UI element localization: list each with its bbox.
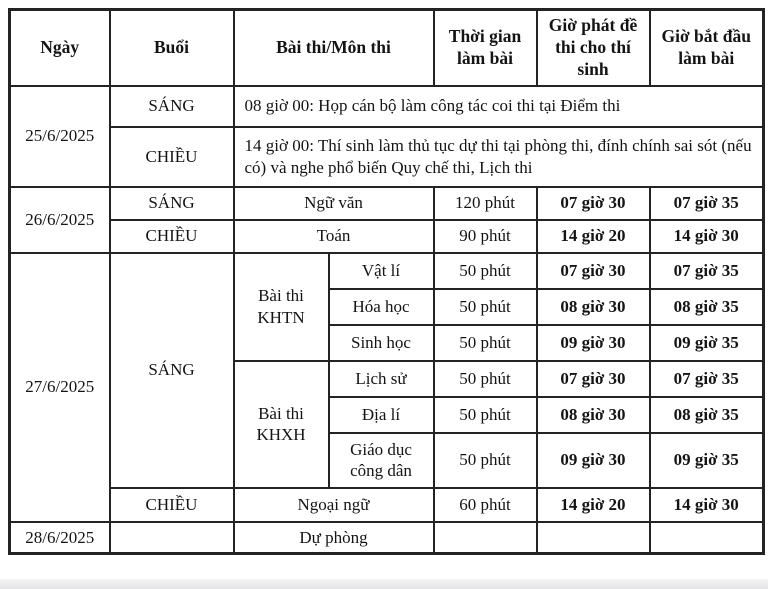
duration-cell: 50 phút <box>432 431 538 489</box>
handout-time-cell: 14 giờ 20 <box>535 218 651 254</box>
session-cell-afternoon: CHIỀU <box>108 218 235 254</box>
start-time-cell: 07 giờ 35 <box>648 185 765 221</box>
exam-group-khxh: Bài thi KHXH <box>232 359 330 489</box>
handout-time-cell-empty <box>535 520 651 555</box>
date-cell-25-6: 25/6/2025 <box>8 84 111 188</box>
start-time-cell: 09 giờ 35 <box>648 323 765 362</box>
duration-cell-empty <box>432 520 538 555</box>
col-header-exam: Bài thi/Môn thi <box>232 8 435 87</box>
subject-cell-vat-li: Vật lí <box>327 251 435 290</box>
duration-cell: 50 phút <box>432 287 538 326</box>
session-cell-afternoon: CHIỀU <box>108 486 235 523</box>
header-row: Ngày Buổi Bài thi/Môn thi Thời gian làm … <box>8 8 765 87</box>
col-header-handout-time: Giờ phát đề thi cho thí sinh <box>535 8 651 87</box>
start-time-cell-empty <box>648 520 765 555</box>
row-26-6-afternoon: CHIỀU Toán 90 phút 14 giờ 20 14 giờ 30 <box>10 218 765 254</box>
note-cell-meeting: 08 giờ 00: Họp cán bộ làm công tác coi t… <box>232 84 765 128</box>
start-time-cell: 08 giờ 35 <box>648 287 765 326</box>
subject-cell-lich-su: Lịch sử <box>327 359 435 398</box>
subject-cell-hoa-hoc: Hóa học <box>327 287 435 326</box>
start-time-cell: 07 giờ 35 <box>648 251 765 290</box>
subject-cell-ngu-van: Ngữ văn <box>232 185 435 221</box>
col-header-date: Ngày <box>8 8 111 87</box>
row-27-6-lich-su: Bài thi KHXH Lịch sử 50 phút 07 giờ 30 0… <box>10 359 765 489</box>
subject-cell-sinh-hoc: Sinh học <box>327 323 435 362</box>
handout-time-cell: 09 giờ 30 <box>535 323 651 362</box>
col-header-start-time: Giờ bắt đầu làm bài <box>648 8 765 87</box>
row-27-6-gdcd: Giáo dục công dân 50 phút 09 giờ 30 09 g… <box>10 431 765 489</box>
row-27-6-vat-li: 27/6/2025 SÁNG Bài thi KHTN Vật lí 50 ph… <box>8 251 765 523</box>
date-cell-26-6: 26/6/2025 <box>8 185 111 254</box>
handout-time-cell: 09 giờ 30 <box>535 431 651 489</box>
duration-cell: 50 phút <box>432 359 538 398</box>
row-27-6-dia-li: Địa lí 50 phút 08 giờ 30 08 giờ 35 <box>10 395 765 434</box>
exam-schedule-table: Ngày Buổi Bài thi/Môn thi Thời gian làm … <box>8 8 765 555</box>
handout-time-cell: 07 giờ 30 <box>535 251 651 290</box>
session-cell-morning: SÁNG <box>108 251 235 489</box>
session-cell-empty <box>108 520 235 555</box>
session-cell-afternoon: CHIỀU <box>108 125 235 188</box>
start-time-cell: 14 giờ 30 <box>648 218 765 254</box>
col-header-duration: Thời gian làm bài <box>432 8 538 87</box>
duration-cell: 50 phút <box>432 251 538 290</box>
handout-time-cell: 14 giờ 20 <box>535 486 651 523</box>
start-time-cell: 07 giờ 35 <box>648 359 765 398</box>
handout-time-cell: 08 giờ 30 <box>535 395 651 434</box>
subject-cell-dia-li: Địa lí <box>327 395 435 434</box>
row-27-6-hoa-hoc: Hóa học 50 phút 08 giờ 30 08 giờ 35 <box>10 287 765 326</box>
session-cell-morning: SÁNG <box>108 84 235 128</box>
start-time-cell: 08 giờ 35 <box>648 395 765 434</box>
duration-cell: 90 phút <box>432 218 538 254</box>
scan-edge-strip <box>0 579 768 589</box>
handout-time-cell: 08 giờ 30 <box>535 287 651 326</box>
start-time-cell: 09 giờ 35 <box>648 431 765 489</box>
row-28-6: 28/6/2025 Dự phòng <box>8 520 765 555</box>
date-cell-28-6: 28/6/2025 <box>8 520 111 555</box>
row-25-6-morning: 25/6/2025 SÁNG 08 giờ 00: Họp cán bộ làm… <box>8 84 765 188</box>
date-cell-27-6: 27/6/2025 <box>8 251 111 523</box>
subject-cell-ngoai-ngu: Ngoại ngữ <box>232 486 435 523</box>
duration-cell: 60 phút <box>432 486 538 523</box>
duration-cell: 50 phút <box>432 323 538 362</box>
row-27-6-sinh-hoc: Sinh học 50 phút 09 giờ 30 09 giờ 35 <box>10 323 765 362</box>
handout-time-cell: 07 giờ 30 <box>535 185 651 221</box>
row-25-6-afternoon: CHIỀU 14 giờ 00: Thí sinh làm thủ tục dự… <box>10 125 765 188</box>
start-time-cell: 14 giờ 30 <box>648 486 765 523</box>
handout-time-cell: 07 giờ 30 <box>535 359 651 398</box>
duration-cell: 50 phút <box>432 395 538 434</box>
note-cell-du-phong: Dự phòng <box>232 520 435 555</box>
duration-cell: 120 phút <box>432 185 538 221</box>
session-cell-morning: SÁNG <box>108 185 235 221</box>
subject-cell-toan: Toán <box>232 218 435 254</box>
col-header-session: Buổi <box>108 8 235 87</box>
exam-group-khtn: Bài thi KHTN <box>232 251 330 362</box>
row-27-6-afternoon: CHIỀU Ngoại ngữ 60 phút 14 giờ 20 14 giờ… <box>10 486 765 523</box>
subject-cell-giao-duc-cong-dan: Giáo dục công dân <box>327 431 435 489</box>
row-26-6-morning: 26/6/2025 SÁNG Ngữ văn 120 phút 07 giờ 3… <box>8 185 765 254</box>
note-cell-procedures: 14 giờ 00: Thí sinh làm thủ tục dự thi t… <box>232 125 765 188</box>
